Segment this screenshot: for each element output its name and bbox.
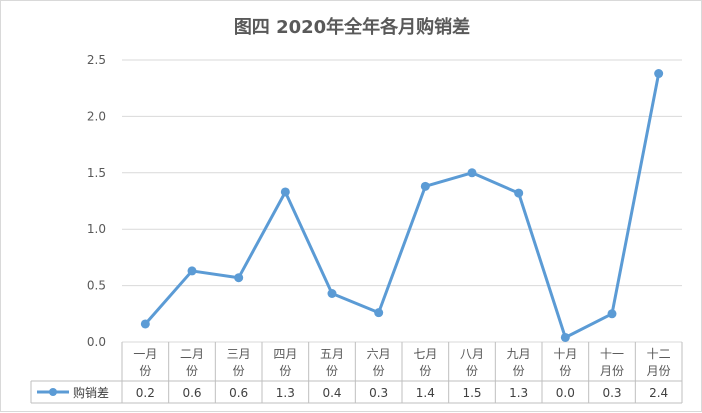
table-value-label: 1.3: [276, 386, 295, 400]
table-value-label: 0.3: [369, 386, 388, 400]
x-category-label-line2: 份: [233, 364, 245, 378]
data-point: [327, 288, 337, 298]
data-point: [187, 266, 197, 276]
x-category-label: 八月: [460, 347, 484, 361]
x-category-label: 七月: [413, 347, 437, 361]
y-tick-label: 0.0: [87, 335, 106, 349]
x-category-label-line2: 份: [419, 364, 431, 378]
table-value-label: 0.0: [556, 386, 575, 400]
x-category-label: 二月: [180, 347, 204, 361]
table-value-label: 1.5: [462, 386, 481, 400]
x-category-label-line2: 份: [139, 364, 151, 378]
data-point: [607, 309, 617, 319]
y-tick-label: 1.5: [87, 166, 106, 180]
data-point: [467, 168, 477, 178]
x-category-label: 十二: [647, 347, 671, 361]
data-point: [140, 319, 150, 329]
x-category-label: 五月: [320, 347, 344, 361]
x-category-label-line2: 份: [466, 364, 478, 378]
data-point: [654, 69, 664, 79]
data-point: [280, 187, 290, 197]
series-line: [143, 72, 661, 339]
table-value-label: 0.6: [182, 386, 201, 400]
table-value-label: 0.3: [602, 386, 621, 400]
y-tick-label: 2.5: [87, 53, 106, 67]
x-category-label: 六月: [367, 347, 391, 361]
x-category-label-line2: 份: [559, 364, 571, 378]
x-category-label: 十一: [600, 347, 624, 361]
table-value-label: 2.4: [649, 386, 668, 400]
x-category-label-line2: 份: [186, 364, 198, 378]
table-value-label: 1.4: [416, 386, 435, 400]
table-value-label: 0.4: [322, 386, 341, 400]
x-category-label: 九月: [507, 347, 531, 361]
x-category-label: 三月: [227, 347, 251, 361]
x-category-label-line2: 份: [279, 364, 291, 378]
legend-series-label: 购销差: [73, 385, 109, 400]
data-point: [560, 332, 570, 342]
x-category-label-line2: 月份: [600, 364, 624, 378]
x-category-label-line2: 月份: [647, 364, 671, 378]
legend: 购销差: [37, 385, 109, 400]
data-point: [420, 181, 430, 191]
data-point: [374, 308, 384, 318]
data-point: [234, 273, 244, 283]
y-tick-label: 2.0: [87, 109, 106, 123]
x-category-label: 四月: [273, 347, 297, 361]
y-axis-ticks: 0.0 0.5 1.0 1.5 2.0 2.5: [87, 53, 106, 349]
x-category-label-line2: 份: [326, 364, 338, 378]
table-value-label: 1.3: [509, 386, 528, 400]
table-value-label: 0.6: [229, 386, 248, 400]
x-category-label: 一月: [133, 347, 157, 361]
x-category-label: 十月: [553, 347, 577, 361]
chart-title: 图四 2020年全年各月购销差: [234, 16, 470, 38]
table-value-label: 0.2: [136, 386, 155, 400]
gridlines: [122, 59, 682, 343]
x-category-label-line2: 份: [373, 364, 385, 378]
data-point: [514, 188, 524, 198]
y-tick-label: 1.0: [87, 222, 106, 236]
series-purchase-sales-diff: [140, 69, 664, 342]
data-table: 一月份 0.2 二月份 0.6 三月份 0.6 四月份 1.3 五月份 0.4 六月份 0.3 七月份 1…: [30, 342, 683, 404]
y-tick-label: 0.5: [87, 279, 106, 293]
legend-series-marker: [49, 388, 57, 396]
x-category-label-line2: 份: [513, 364, 525, 378]
